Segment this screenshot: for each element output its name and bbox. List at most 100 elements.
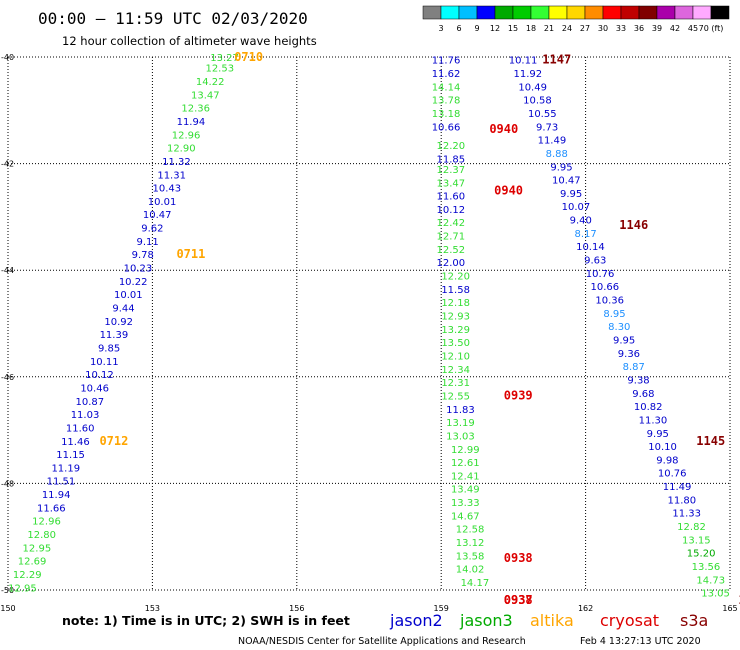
wave-height-value: 9.36: [618, 349, 640, 360]
time-label: 0939: [504, 388, 533, 402]
wave-height-value: 14.73: [696, 575, 725, 586]
wave-height-value: 11.66: [37, 503, 66, 514]
wave-height-value: 9.11: [136, 237, 158, 248]
wave-height-value: 11.51: [47, 477, 76, 488]
colorbar-swatch: [494, 5, 514, 20]
time-label: 1145: [696, 434, 725, 448]
colorbar-swatch: [512, 5, 532, 20]
colorbar-tick: 15: [508, 24, 518, 33]
wave-height-value: 11.03: [71, 410, 100, 421]
wave-height-value: 11.80: [668, 495, 697, 506]
wave-height-value: 12.80: [27, 530, 56, 541]
colorbar-tick: 30: [598, 24, 608, 33]
wave-height-value: 12.41: [451, 471, 480, 482]
wave-height-value: 10.12: [437, 205, 466, 216]
colorbar-swatch: [656, 5, 676, 20]
colorbar-tick: 42: [670, 24, 680, 33]
wave-height-value: 10.11: [509, 56, 538, 67]
x-tick-label: 153: [145, 604, 160, 613]
wave-height-value: 10.82: [634, 402, 663, 413]
wave-height-value: 12.61: [451, 458, 480, 469]
wave-height-value: 10.87: [76, 397, 105, 408]
wave-height-value: 9.95: [550, 162, 572, 173]
wave-height-value: 12.96: [172, 130, 201, 141]
wave-height-value: 12.20: [437, 141, 466, 152]
time-label: 0938: [504, 593, 533, 607]
wave-height-value: 13.33: [451, 498, 480, 509]
colorbar-swatch: [692, 5, 712, 20]
wave-height-value: 14.14: [432, 82, 461, 93]
colorbar-swatch: [476, 5, 496, 20]
wave-height-value: 13.29: [441, 325, 470, 336]
wave-height-value: 10.01: [114, 290, 143, 301]
legend-altika: altika: [530, 611, 574, 630]
wave-height-value: 13.58: [456, 551, 485, 562]
wave-height-value: 11.46: [61, 437, 90, 448]
grid: [7, 56, 731, 591]
wave-height-value: 9.62: [141, 224, 163, 235]
wave-height-value: 13.12: [456, 538, 485, 549]
wave-height-value: 9.85: [98, 343, 120, 354]
wave-height-value: 11.92: [514, 69, 543, 80]
wave-height-value: 13.50: [441, 338, 470, 349]
wave-height-value: 11.15: [56, 450, 85, 461]
time-label: 0710: [234, 50, 263, 64]
colorbar-tick: 39: [652, 24, 662, 33]
wave-height-value: 8.30: [608, 322, 630, 333]
wave-height-value: 10.76: [658, 469, 687, 480]
wave-height-value: 10.11: [90, 357, 119, 368]
wave-height-value: 13.78: [432, 96, 461, 107]
chart-subtitle: 12 hour collection of altimeter wave hei…: [62, 34, 317, 48]
legend-s3a: s3a: [680, 611, 708, 630]
colorbar-swatch: [674, 5, 694, 20]
time-label: 0940: [489, 122, 518, 136]
wave-height-value: 13.47: [437, 178, 466, 189]
wave-height-value: 13.19: [446, 418, 475, 429]
x-tick-label: 162: [578, 604, 593, 613]
wave-height-value: 12.93: [441, 312, 470, 323]
colorbar-swatch: [422, 5, 442, 20]
wave-height-value: 9.63: [584, 256, 606, 267]
wave-height-value: 11.33: [672, 509, 701, 520]
wave-height-value: 11.58: [441, 285, 470, 296]
wave-height-value: 12.90: [167, 144, 196, 155]
wave-height-value: 11.60: [437, 192, 466, 203]
wave-height-value: 8.88: [546, 149, 568, 160]
wave-height-value: 12.31: [441, 378, 470, 389]
wave-height-value: 11.32: [162, 157, 191, 168]
wave-height-value: 11.19: [51, 463, 80, 474]
colorbar: 3 6 9 12 15 18 21 24 27 30 33 36 39 42 45 70 (ft): [422, 5, 730, 33]
wave-height-value: 12.18: [441, 298, 470, 309]
wave-height-value: 12.95: [8, 583, 37, 594]
wave-height-value: 13.15: [682, 535, 711, 546]
wave-height-value: 13.05: [701, 589, 730, 600]
time-label: 0938: [504, 551, 533, 565]
wave-height-value: 12.99: [451, 445, 480, 456]
x-tick-label: 159: [434, 604, 449, 613]
colorbar-swatch: [548, 5, 568, 20]
wave-height-value: 11.85: [437, 154, 466, 165]
wave-height-value: 12.71: [437, 232, 466, 243]
wave-height-value: 10.58: [523, 96, 552, 107]
wave-height-value: 14.67: [451, 511, 480, 522]
wave-height-value: 9.40: [570, 216, 592, 227]
wave-height-value: 10.07: [562, 202, 591, 213]
wave-height-value: 9.68: [632, 389, 654, 400]
wave-height-value: 9.44: [112, 304, 134, 315]
x-tick-label: 165: [722, 604, 737, 613]
wave-height-value: 12.69: [18, 557, 47, 568]
wave-height-value: 10.47: [143, 210, 172, 221]
wave-height-value: 10.43: [153, 184, 182, 195]
colorbar-swatch: [458, 5, 478, 20]
wave-height-value: 11.62: [432, 69, 461, 80]
y-tick-label: -44: [1, 266, 14, 275]
wave-height-value: 11.76: [432, 56, 461, 67]
wave-height-value: 11.30: [639, 415, 668, 426]
colorbar-tick: 24: [562, 24, 572, 33]
colorbar-tick: 12: [490, 24, 500, 33]
y-tick-label: -46: [1, 373, 14, 382]
wave-height-value: 11.39: [100, 330, 129, 341]
wave-height-value: 10.12: [85, 370, 114, 381]
